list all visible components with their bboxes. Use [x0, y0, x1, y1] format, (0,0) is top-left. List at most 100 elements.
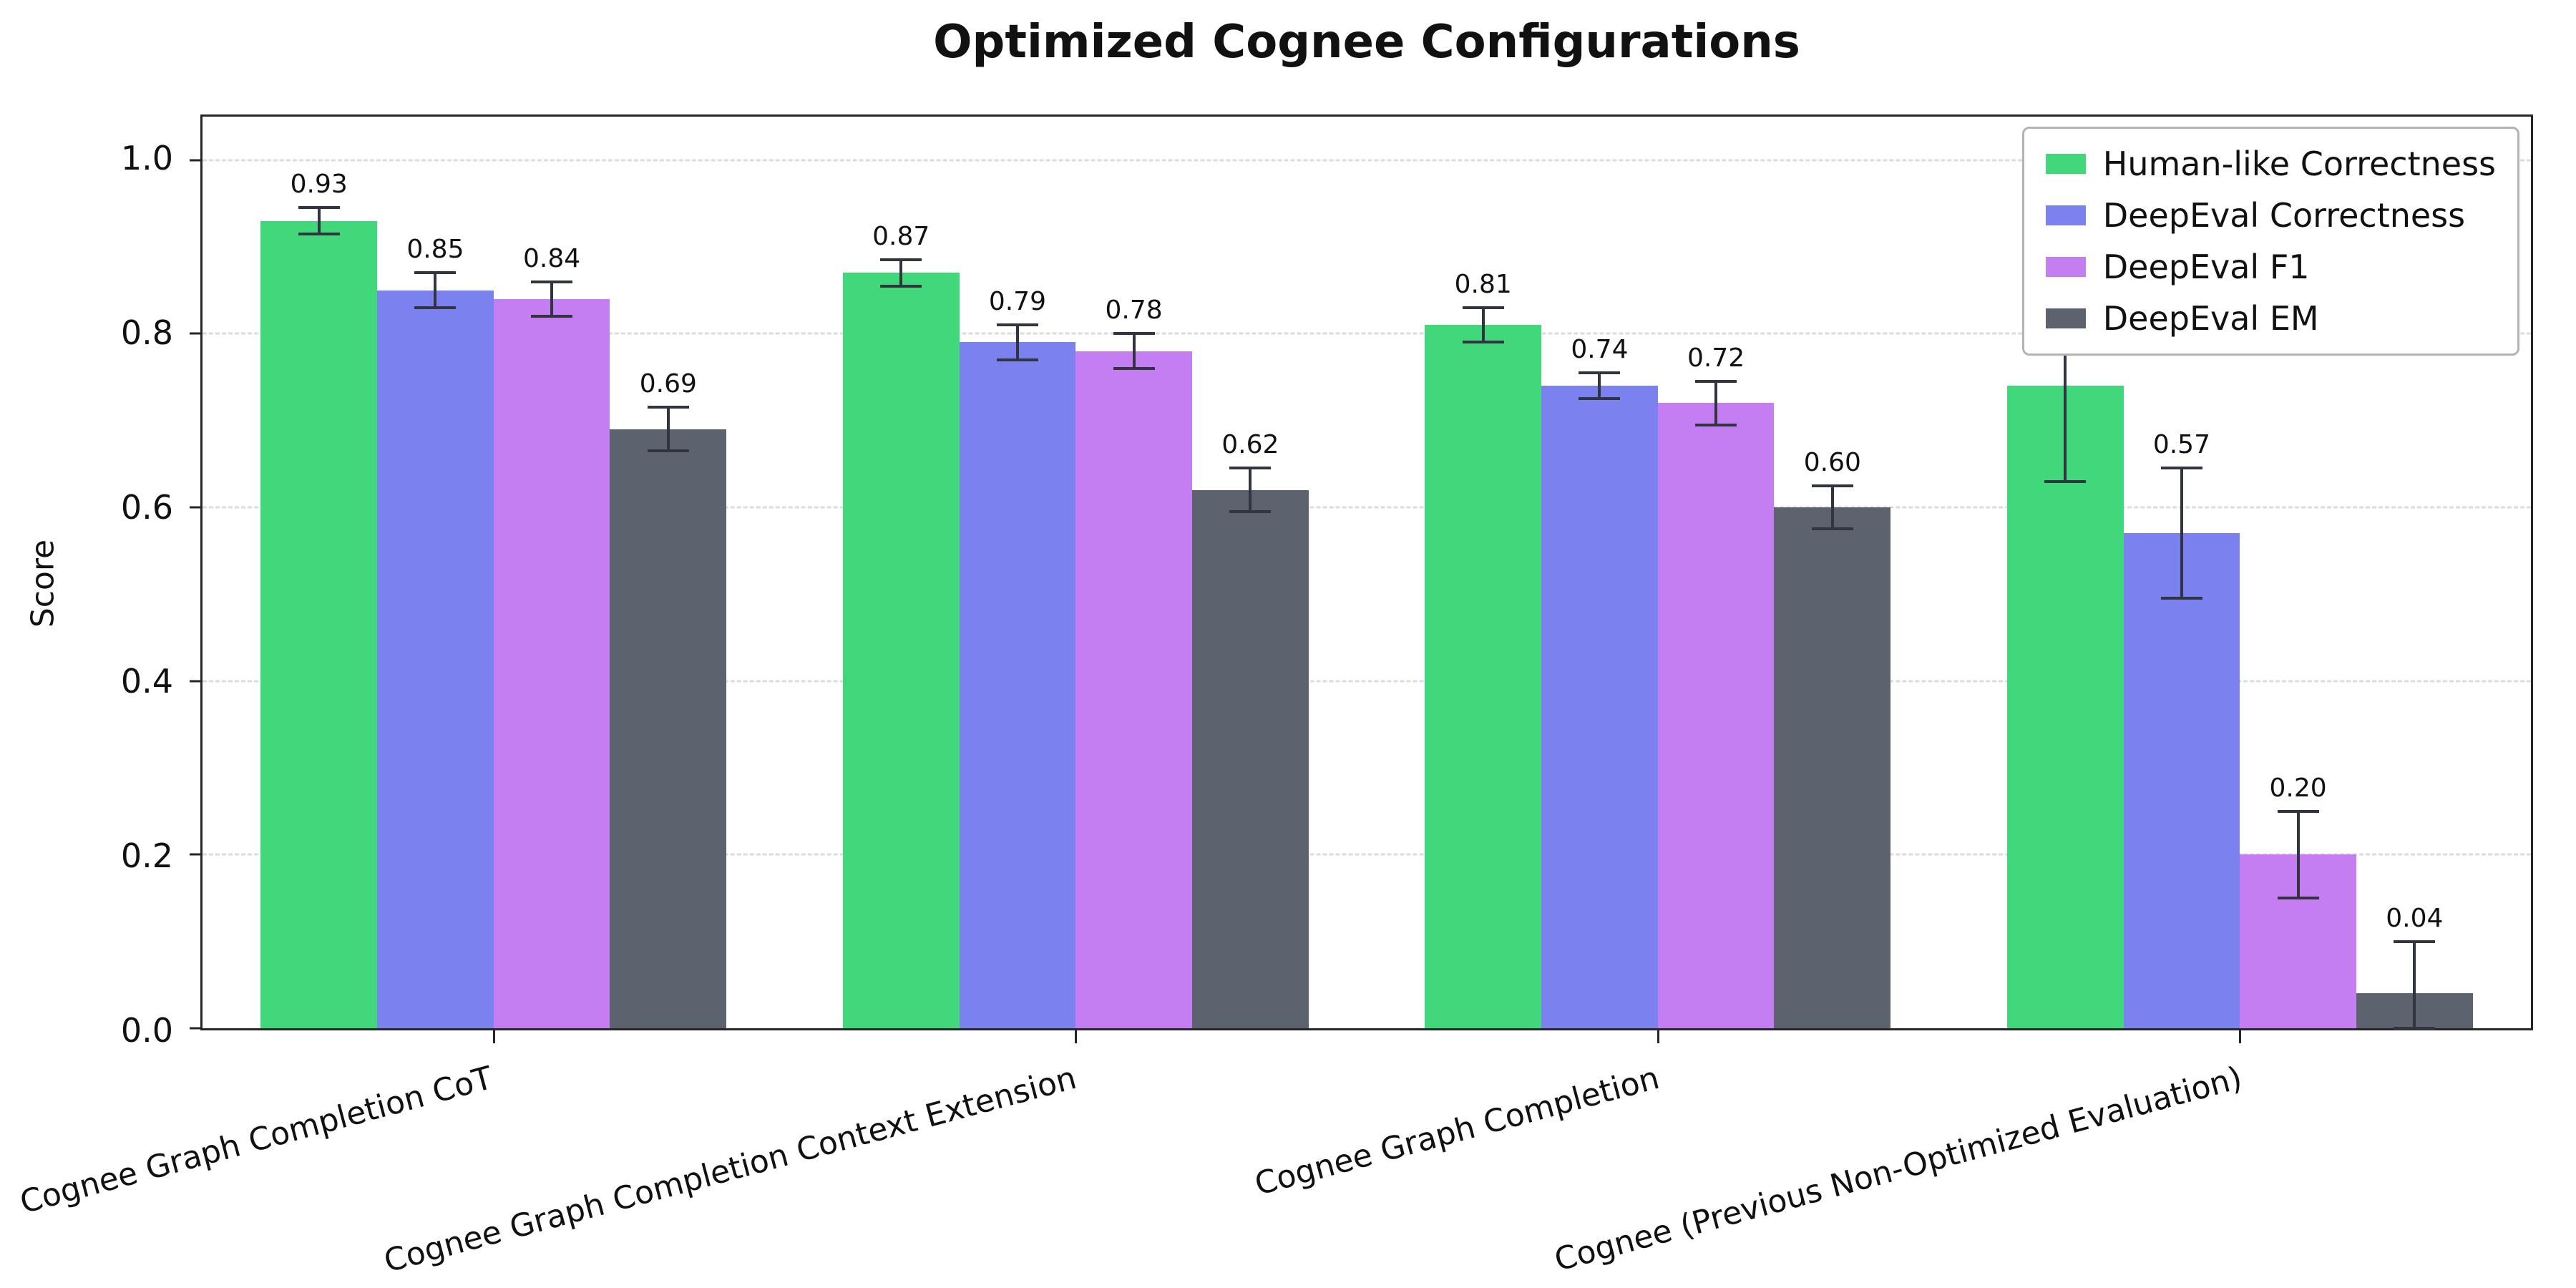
legend-item: DeepEval F1: [2045, 248, 2496, 286]
error-bar: [1481, 307, 1485, 343]
bar-value-label: 0.93: [290, 170, 348, 200]
bar-value-label: 0.84: [523, 243, 581, 273]
error-bar-cap: [2160, 597, 2202, 600]
bar-value-label: 0.57: [2152, 430, 2210, 460]
error-bar: [317, 208, 321, 234]
bar: [842, 273, 960, 1028]
x-tick-mark: [1657, 1030, 1659, 1043]
y-tick-mark: [190, 159, 203, 162]
error-bar-cap: [2160, 467, 2202, 470]
x-tick-mark: [1075, 1030, 1078, 1043]
error-bar-cap: [2277, 897, 2319, 900]
error-bar: [434, 273, 437, 308]
error-bar: [2413, 941, 2416, 1028]
error-bar-cap: [298, 206, 340, 210]
error-bar: [1132, 333, 1136, 369]
legend: Human-like Correctness DeepEval Correctne…: [2021, 127, 2519, 356]
bar-value-label: 0.85: [406, 235, 464, 265]
error-bar-cap: [2394, 1027, 2436, 1030]
error-bar: [666, 407, 670, 452]
y-tick-mark: [190, 1027, 203, 1030]
error-bar-cap: [647, 406, 689, 409]
error-bar-cap: [996, 323, 1038, 327]
error-bar-cap: [1579, 397, 1621, 401]
legend-label: DeepEval EM: [2102, 299, 2319, 338]
bar-value-label: 0.87: [872, 222, 930, 252]
error-bar-cap: [531, 280, 573, 283]
bar: [377, 290, 494, 1028]
grid-line: [203, 853, 2531, 856]
error-bar: [1015, 325, 1019, 360]
y-tick-label: 0.4: [120, 662, 173, 701]
error-bar: [2180, 468, 2183, 599]
error-bar-cap: [414, 306, 457, 309]
y-tick-label: 0.8: [120, 313, 173, 352]
legend-swatch: [2045, 205, 2086, 225]
error-bar: [899, 260, 903, 286]
legend-label: DeepEval F1: [2102, 248, 2310, 286]
legend-item: DeepEval EM: [2045, 299, 2496, 338]
y-tick-mark: [190, 853, 203, 856]
bar-value-label: 0.81: [1454, 269, 1512, 299]
error-bar-cap: [1811, 484, 1853, 487]
x-tick-mark: [2239, 1030, 2242, 1043]
grid-line: [203, 332, 2531, 335]
error-bar-cap: [1113, 366, 1155, 370]
bar: [2006, 386, 2124, 1028]
error-bar-cap: [996, 358, 1038, 361]
y-axis-tick-labels: 0.0 0.2 0.4 0.6 0.8 1.0: [0, 114, 187, 1050]
bar-value-label: 0.62: [1221, 430, 1279, 460]
bar: [493, 298, 610, 1028]
y-tick-label: 0.2: [120, 836, 173, 876]
legend-swatch: [2045, 154, 2086, 174]
error-bar-cap: [1229, 467, 1272, 470]
legend-item: Human-like Correctness: [2045, 145, 2496, 183]
error-bar-cap: [1695, 380, 1737, 384]
error-bar: [1830, 485, 1834, 530]
y-tick-label: 1.0: [120, 138, 173, 177]
error-bar: [1714, 381, 1718, 425]
x-tick-label: Cognee Graph Completion: [1251, 1059, 1664, 1203]
y-tick-label: 0.0: [120, 1011, 173, 1050]
bar-value-label: 0.72: [1687, 343, 1745, 374]
bar-value-label: 0.04: [2386, 903, 2444, 933]
bar: [959, 342, 1076, 1028]
error-bar: [2064, 290, 2067, 482]
error-bar-cap: [2044, 479, 2087, 483]
error-bar: [2296, 811, 2300, 898]
y-tick-label: 0.6: [120, 487, 173, 527]
legend-label: DeepEval Correctness: [2102, 196, 2466, 235]
error-bar-cap: [298, 232, 340, 235]
x-tick-mark: [492, 1030, 495, 1043]
legend-item: DeepEval Correctness: [2045, 196, 2496, 235]
bar-value-label: 0.69: [639, 369, 697, 399]
bar: [1425, 325, 1542, 1028]
legend-swatch: [2045, 257, 2086, 277]
chart-title: Optimized Cognee Configurations: [933, 16, 1800, 69]
error-bar: [550, 281, 554, 317]
bar-value-label: 0.78: [1105, 296, 1163, 326]
bar: [1774, 507, 1891, 1028]
error-bar: [1598, 372, 1601, 399]
bar-value-label: 0.20: [2269, 773, 2327, 803]
error-bar-cap: [2277, 809, 2319, 813]
error-bar-cap: [1811, 527, 1853, 531]
error-bar-cap: [1695, 423, 1737, 426]
bar: [1075, 351, 1192, 1028]
bar-value-label: 0.60: [1803, 447, 1861, 477]
error-bar-cap: [1462, 306, 1504, 309]
bar-value-label: 0.79: [988, 287, 1046, 317]
bar: [1191, 489, 1309, 1028]
x-axis-tick-labels: Cognee Graph Completion CoT Cognee Graph …: [16, 1030, 2533, 1288]
error-bar-cap: [1229, 510, 1272, 514]
bar-value-label: 0.74: [1571, 334, 1629, 364]
bar: [1541, 386, 1658, 1028]
grid-line: [203, 159, 2531, 162]
grid-line: [203, 506, 2531, 509]
error-bar-cap: [414, 271, 457, 275]
bar: [260, 220, 378, 1028]
error-bar-cap: [531, 315, 573, 318]
y-tick-mark: [190, 680, 203, 683]
error-bar-cap: [880, 258, 922, 262]
